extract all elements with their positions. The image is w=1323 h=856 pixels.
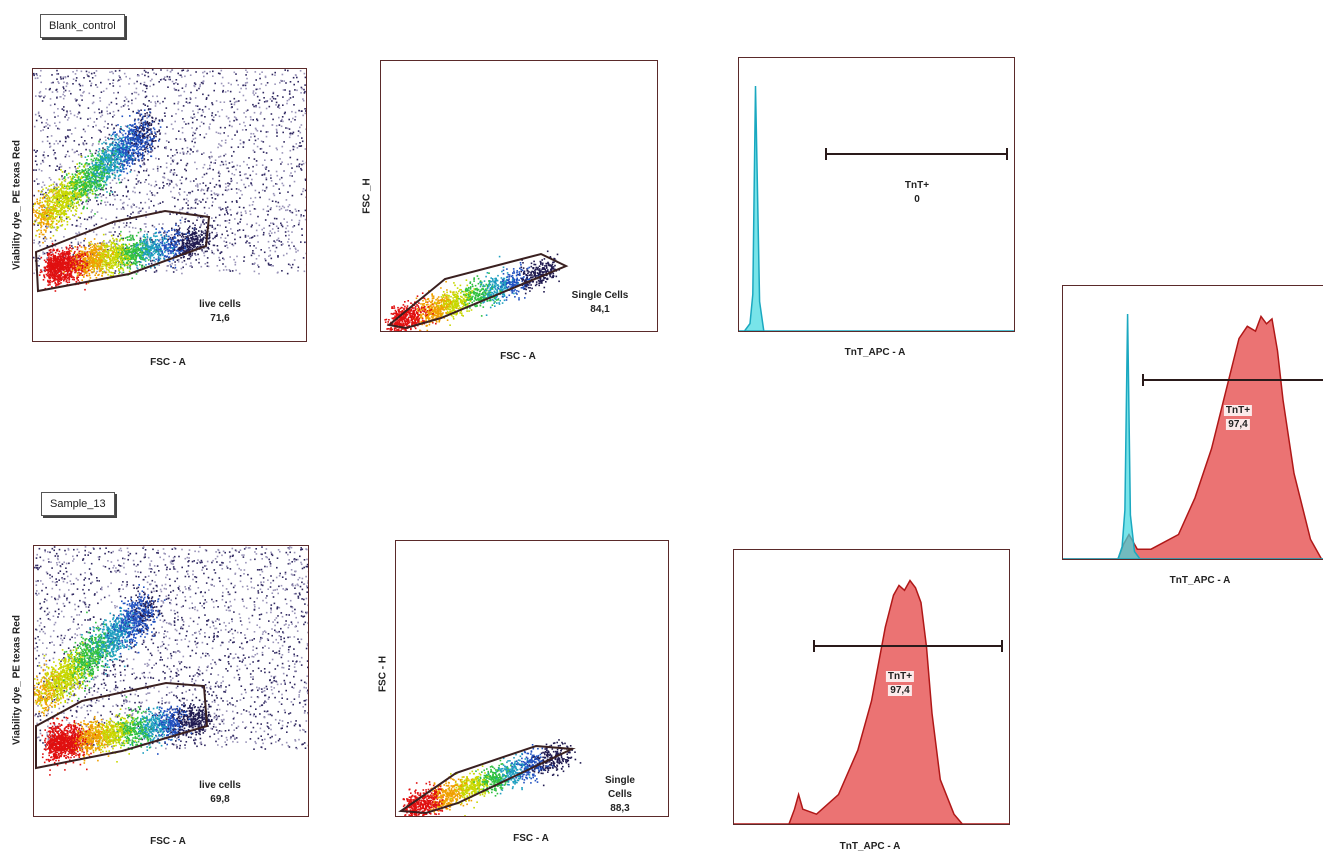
tnt-gate-label: TnT+ 97,4 — [1223, 405, 1253, 430]
single-cells-gate-label: Single Cells 84,1 — [571, 290, 629, 315]
live-cells-gate-label: live cells 71,6 — [199, 299, 241, 324]
live-cells-gate — [34, 209, 211, 293]
overlay-tnt-svg — [1063, 313, 1323, 559]
x-axis-label: FSC - A — [150, 357, 186, 368]
histogram-series-0 — [739, 85, 1014, 331]
x-axis-label: TnT_APC - A — [839, 841, 901, 852]
tnt-gate-bar — [825, 148, 1008, 160]
sample-singlet-svg — [398, 739, 582, 816]
live-cells-gate — [35, 681, 209, 770]
histogram-series-0 — [734, 579, 1009, 824]
y-axis-label: Viability dye_ PE texas Red — [11, 615, 23, 745]
y-axis-label: Viability dye_ PE texas Red — [11, 140, 23, 270]
single-cells-gate-label: Single Cells 88,3 — [604, 775, 635, 814]
blank-tnt-histogram: TnT+ 0 — [738, 57, 1015, 332]
y-axis-label: FSC _H — [361, 178, 373, 214]
histogram-series-1 — [1063, 313, 1323, 559]
sample-tnt-histogram: TnT+ 97,4 — [733, 549, 1010, 825]
blank-singlet-dots — [384, 250, 563, 331]
blank-singlet-plot: Single Cells 84,1 — [380, 60, 658, 332]
sample-live-plot: live cells 69,8 — [33, 545, 309, 817]
blank-tnt-svg — [739, 85, 1014, 331]
tnt-gate-bar — [813, 640, 1003, 652]
x-axis-label: TnT_APC - A — [844, 347, 906, 358]
x-axis-label: FSC - A — [513, 833, 549, 844]
histogram-series-0 — [1063, 314, 1323, 559]
blank-live-svg — [33, 69, 306, 293]
x-axis-label: FSC - A — [500, 351, 536, 362]
overlay-tnt-series — [1063, 313, 1323, 559]
x-axis-label: FSC - A — [150, 836, 186, 847]
sample-live-svg — [34, 546, 308, 776]
sample-label-blank: Blank_control — [40, 14, 125, 38]
x-axis-label: TnT_APC - A — [1169, 575, 1231, 586]
sample-live-dots — [34, 546, 308, 776]
sample-singlet-dots — [402, 739, 582, 816]
blank-singlet-svg — [384, 250, 569, 331]
overlay-tnt-histogram: TnT+ 97,4 — [1062, 285, 1323, 560]
sample-singlet-plot: Single Cells 88,3 — [395, 540, 669, 817]
single-cells-gate — [398, 744, 576, 815]
live-cells-gate-label: live cells 69,8 — [199, 780, 241, 805]
tnt-gate-bar — [1142, 374, 1323, 386]
blank-live-dots — [33, 69, 306, 292]
sample-label-sample13: Sample_13 — [41, 492, 115, 516]
blank-tnt-series — [739, 85, 1014, 331]
tnt-gate-label: TnT+ 0 — [904, 180, 930, 205]
sample-tnt-svg — [734, 579, 1009, 824]
tnt-gate-label: TnT+ 97,4 — [885, 671, 915, 696]
sample-tnt-series — [734, 579, 1009, 824]
single-cells-gate — [386, 252, 569, 330]
blank-live-plot: live cells 71,6 — [32, 68, 307, 342]
y-axis-label: FSC - H — [377, 655, 389, 693]
